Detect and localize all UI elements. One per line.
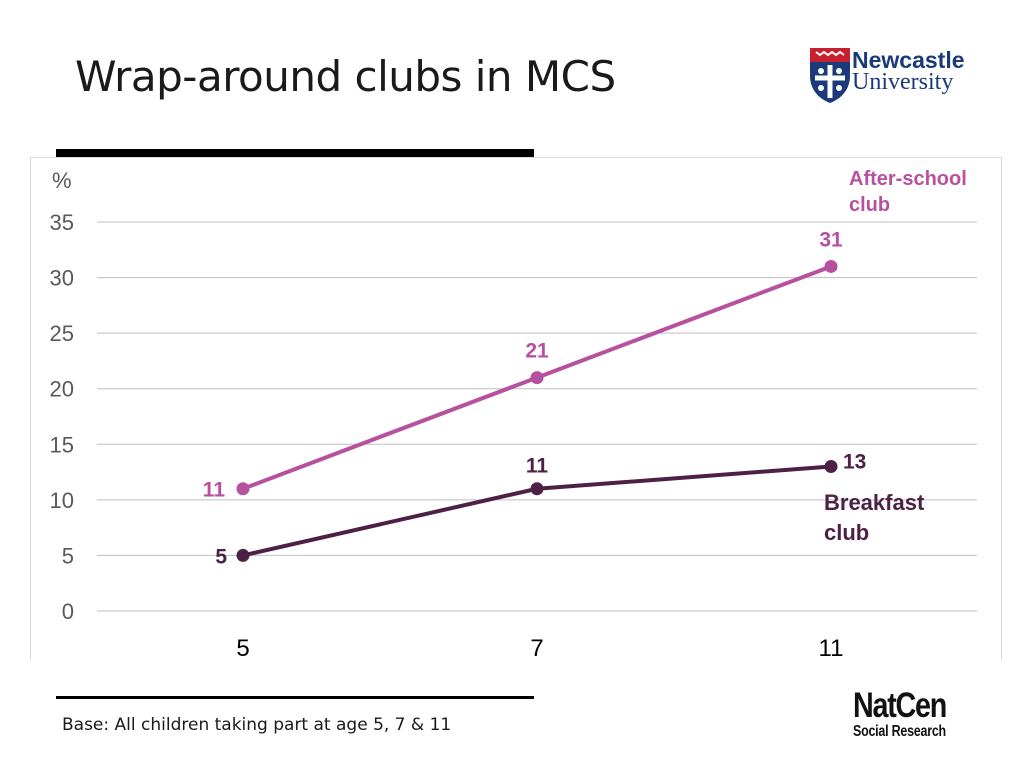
data-point bbox=[236, 548, 250, 562]
university-shield-icon bbox=[810, 48, 850, 103]
data-label: 21 bbox=[525, 340, 549, 363]
data-label: 11 bbox=[526, 455, 549, 478]
footnote: Base: All children taking part at age 5,… bbox=[62, 715, 452, 735]
y-tick-label: 25 bbox=[50, 321, 74, 346]
data-label: 31 bbox=[819, 228, 843, 251]
slide-title: Wrap-around clubs in MCS bbox=[75, 52, 616, 101]
x-tick-label: 5 bbox=[236, 635, 249, 662]
university-name-line1: Newcastle bbox=[852, 47, 965, 73]
y-axis-label: % bbox=[52, 168, 72, 193]
university-wordmark: Newcastle University bbox=[852, 47, 965, 95]
natcen-wordmark: NatCen bbox=[853, 686, 947, 725]
y-tick-label: 10 bbox=[50, 488, 74, 513]
chart-frame bbox=[30, 157, 1002, 660]
y-tick-label: 20 bbox=[50, 377, 74, 402]
series-name-label: club bbox=[849, 194, 890, 216]
data-label: 11 bbox=[203, 479, 226, 502]
newcastle-university-logo bbox=[808, 46, 973, 106]
university-name-line2: University bbox=[852, 69, 954, 95]
series-name-label: Breakfast bbox=[824, 490, 925, 515]
data-label: 13 bbox=[843, 451, 866, 474]
x-tick-label: 7 bbox=[530, 635, 543, 662]
y-tick-label: 35 bbox=[50, 210, 74, 235]
data-point bbox=[530, 482, 544, 496]
data-point bbox=[824, 259, 838, 273]
series-line-breakfast bbox=[242, 464, 832, 558]
x-tick-label: 11 bbox=[819, 635, 844, 662]
title-divider bbox=[56, 149, 534, 157]
footer-divider bbox=[56, 696, 534, 699]
y-tick-label: 15 bbox=[50, 432, 74, 457]
series-name-label: club bbox=[824, 520, 869, 545]
y-tick-label: 0 bbox=[62, 599, 74, 624]
y-tick-label: 30 bbox=[50, 266, 74, 291]
data-label: 5 bbox=[215, 545, 227, 568]
y-tick-label: 5 bbox=[62, 543, 74, 568]
data-point bbox=[530, 371, 544, 385]
natcen-tagline: Social Research bbox=[853, 723, 946, 740]
series-name-label: After-school bbox=[849, 168, 967, 190]
data-point bbox=[824, 460, 838, 474]
data-point bbox=[236, 482, 250, 496]
natcen-logo: NatCen Social Research bbox=[853, 688, 972, 740]
